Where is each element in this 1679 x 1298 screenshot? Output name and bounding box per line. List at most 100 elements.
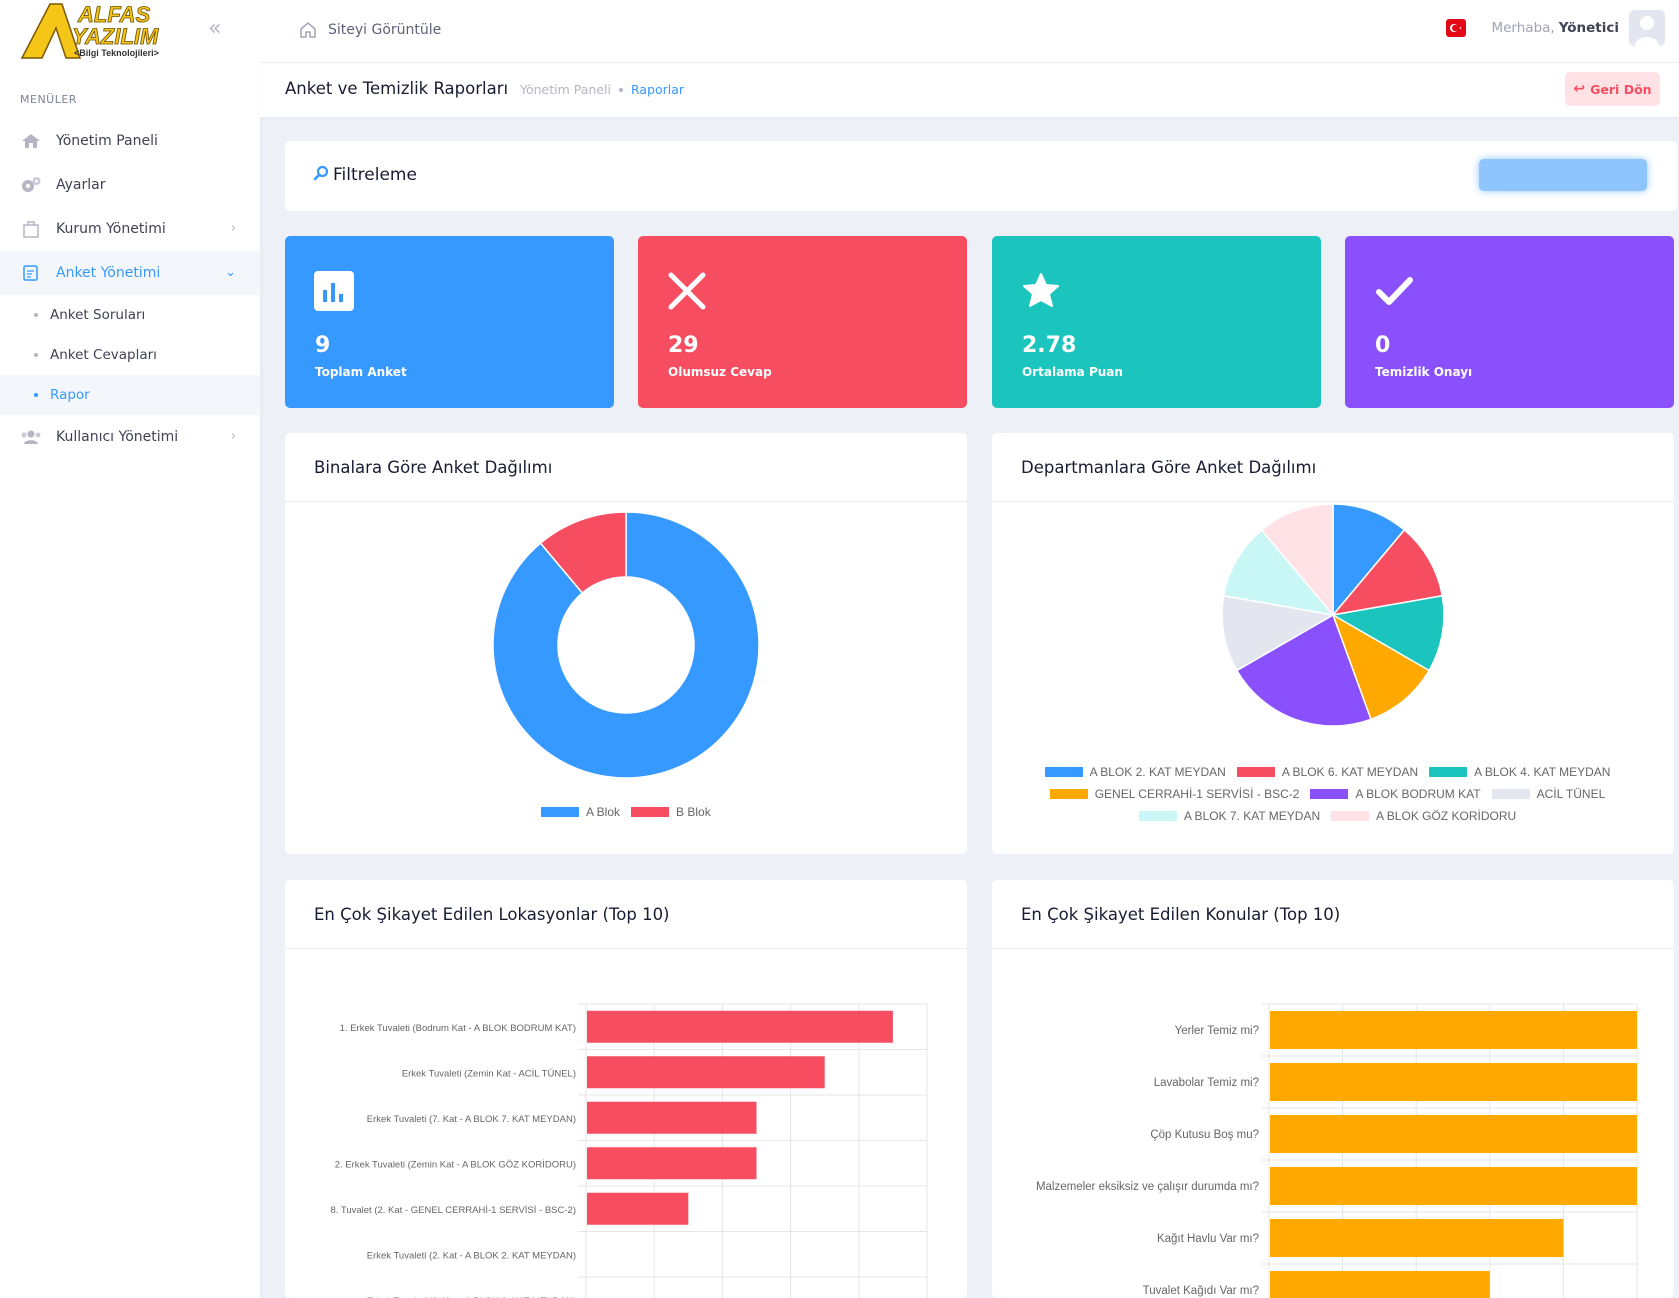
- legend-item[interactable]: A BLOK 2. KAT MEYDAN: [1044, 765, 1226, 779]
- card-title: En Çok Şikayet Edilen Konular (Top 10): [992, 880, 1674, 949]
- legend-swatch: [1331, 811, 1370, 821]
- bar[interactable]: [587, 1101, 757, 1134]
- avatar[interactable]: [1629, 10, 1665, 46]
- bar[interactable]: [587, 1056, 825, 1089]
- stat-label: Toplam Anket: [315, 365, 407, 379]
- sidebar-item-institution[interactable]: Kurum Yönetimi ›: [0, 207, 260, 251]
- gears-icon: [20, 176, 42, 194]
- chevron-right-icon: ›: [230, 221, 236, 236]
- card-title: Departmanlara Göre Anket Dağılımı: [992, 433, 1674, 502]
- sidebar: ALFAS YAZILIM <Bilgi Teknolojileri> « ME…: [0, 0, 260, 1298]
- bullet-icon: [34, 313, 38, 317]
- sidebar-item-settings[interactable]: Ayarlar: [0, 163, 260, 207]
- pie-slice[interactable]: [1222, 528, 1335, 617]
- locations-bar-chart[interactable]: 1. Erkek Tuvaleti (Bodrum Kat - A BLOK B…: [285, 950, 967, 1298]
- legend-label: B Blok: [676, 805, 711, 819]
- legend-label: A BLOK 6. KAT MEYDAN: [1281, 765, 1419, 779]
- turkish-flag-icon[interactable]: [1446, 19, 1467, 37]
- bullet-icon: [34, 393, 38, 397]
- bar[interactable]: [1270, 1011, 1637, 1049]
- sidebar-subitem-report[interactable]: Rapor: [0, 375, 260, 415]
- departments-pie-chart[interactable]: [992, 503, 1674, 763]
- brand-logo[interactable]: ALFAS YAZILIM <Bilgi Teknolojileri>: [20, 0, 210, 62]
- stat-value: 2.78: [1022, 333, 1077, 358]
- legend-item[interactable]: B Blok: [631, 805, 711, 819]
- filter-button[interactable]: [1479, 159, 1647, 191]
- legend-item[interactable]: ACİL TÜNEL: [1491, 787, 1606, 801]
- axis-tick-label: Tuvalet Kağıdı Var mı?: [1143, 1285, 1259, 1297]
- building-icon: [20, 220, 42, 238]
- axis-tick-label: Erkek Tuvaleti (6. Kat - A BLOK 6. KAT M…: [367, 1296, 576, 1298]
- menu-heading: MENÜLER: [20, 93, 77, 106]
- sidebar-item-dashboard[interactable]: Yönetim Paneli: [0, 119, 260, 163]
- legend-item[interactable]: GENEL CERRAHİ-1 SERVİSİ - BSC-2: [1049, 787, 1299, 801]
- view-site-label: Siteyi Görüntüle: [328, 22, 442, 38]
- pie-slice[interactable]: [1260, 503, 1334, 618]
- doughnut-slice[interactable]: [492, 511, 760, 779]
- legend-item[interactable]: A BLOK BODRUM KAT: [1310, 787, 1481, 801]
- bar[interactable]: [1270, 1115, 1637, 1153]
- legend-item[interactable]: A BLOK 7. KAT MEYDAN: [1138, 809, 1321, 823]
- stat-card-cleaning-approval: 0 Temizlik Onayı: [1345, 236, 1674, 408]
- view-site-link[interactable]: Siteyi Görüntüle: [298, 20, 441, 40]
- legend-label: A BLOK 7. KAT MEYDAN: [1183, 809, 1321, 823]
- pie-slice[interactable]: [1221, 594, 1336, 672]
- axis-tick-label: Erkek Tuvaleti (7. Kat - A BLOK 7. KAT M…: [367, 1114, 576, 1125]
- buildings-doughnut-chart[interactable]: [285, 503, 967, 843]
- legend-row: A BLOK 2. KAT MEYDAN A BLOK 6. KAT MEYDAN…: [992, 761, 1674, 783]
- user-menu[interactable]: Merhaba, Yönetici: [1446, 10, 1665, 46]
- sidebar-subitem-label: Rapor: [50, 387, 90, 403]
- doughnut-slice[interactable]: [539, 511, 627, 594]
- axis-tick-label: Malzemeler eksiksiz ve çalışır durumda m…: [1036, 1181, 1259, 1193]
- user-name: Yönetici: [1558, 20, 1619, 36]
- sidebar-item-label: Kullanıcı Yönetimi: [56, 429, 179, 445]
- chevron-down-icon: ⌄: [225, 265, 236, 280]
- bar[interactable]: [1270, 1271, 1490, 1298]
- bar[interactable]: [587, 1147, 757, 1180]
- breadcrumb-reports[interactable]: Raporlar: [630, 82, 685, 97]
- axis-tick-label: 8. Tuvalet (2. Kat - GENEL CERRAHİ-1 SER…: [331, 1205, 577, 1216]
- breadcrumb-dashboard[interactable]: Yönetim Paneli: [520, 82, 611, 97]
- card-title: En Çok Şikayet Edilen Lokasyonlar (Top 1…: [285, 880, 967, 949]
- pie-slice[interactable]: [1235, 613, 1372, 727]
- sidebar-item-label: Yönetim Paneli: [56, 133, 158, 149]
- bar[interactable]: [1270, 1219, 1564, 1257]
- sidebar-item-users[interactable]: Kullanıcı Yönetimi ›: [0, 415, 260, 459]
- back-button[interactable]: ↩ Geri Dön: [1565, 72, 1660, 106]
- legend-item[interactable]: A BLOK 4. KAT MEYDAN: [1429, 765, 1610, 779]
- legend-row: GENEL CERRAHİ-1 SERVİSİ - BSC-2 A BLOK BO…: [992, 783, 1674, 805]
- axis-tick-label: Çöp Kutusu Boş mu?: [1150, 1129, 1259, 1141]
- sidebar-subitem-label: Anket Soruları: [50, 307, 146, 323]
- legend-item[interactable]: A BLOK 6. KAT MEYDAN: [1236, 765, 1419, 779]
- axis-tick-label: Erkek Tuvaleti (2. Kat - A BLOK 2. KAT M…: [367, 1250, 576, 1261]
- collapse-sidebar-icon[interactable]: «: [208, 16, 222, 41]
- bar[interactable]: [587, 1192, 689, 1225]
- bar[interactable]: [1270, 1063, 1637, 1101]
- search-icon: [313, 165, 329, 185]
- legend-label: ACİL TÜNEL: [1536, 787, 1606, 801]
- sidebar-subitem-questions[interactable]: Anket Soruları: [0, 295, 260, 335]
- pie-slice[interactable]: [1331, 613, 1431, 721]
- bar[interactable]: [1270, 1167, 1637, 1205]
- legend-swatch: [541, 807, 579, 817]
- legend-item[interactable]: A Blok: [541, 805, 620, 819]
- topics-bar-chart[interactable]: Yerler Temiz mi? Lavabolar Temiz mi? Çöp K…: [992, 950, 1674, 1298]
- buildings-chart-legend: A Blok B Blok: [541, 805, 722, 819]
- pie-slice[interactable]: [1331, 528, 1444, 617]
- home-icon: [20, 132, 42, 150]
- stat-value: 29: [668, 333, 699, 358]
- filter-title[interactable]: Filtreleme: [313, 165, 417, 185]
- bar[interactable]: [587, 1010, 893, 1043]
- brand-line2: YAZILIM: [72, 24, 159, 49]
- pie-slice[interactable]: [1330, 594, 1445, 672]
- sidebar-item-survey[interactable]: Anket Yönetimi ⌄: [0, 251, 260, 295]
- sidebar-subitem-answers[interactable]: Anket Cevapları: [0, 335, 260, 375]
- check-icon: [1373, 270, 1415, 312]
- stat-value: 0: [1375, 333, 1391, 358]
- legend-item[interactable]: A BLOK GÖZ KORİDORU: [1331, 809, 1516, 823]
- stat-card-average-score: 2.78 Ortalama Puan: [992, 236, 1321, 408]
- pie-slice[interactable]: [1332, 503, 1406, 618]
- sidebar-item-label: Ayarlar: [56, 177, 106, 193]
- legend-swatch: [631, 807, 670, 817]
- legend-swatch: [1310, 789, 1349, 799]
